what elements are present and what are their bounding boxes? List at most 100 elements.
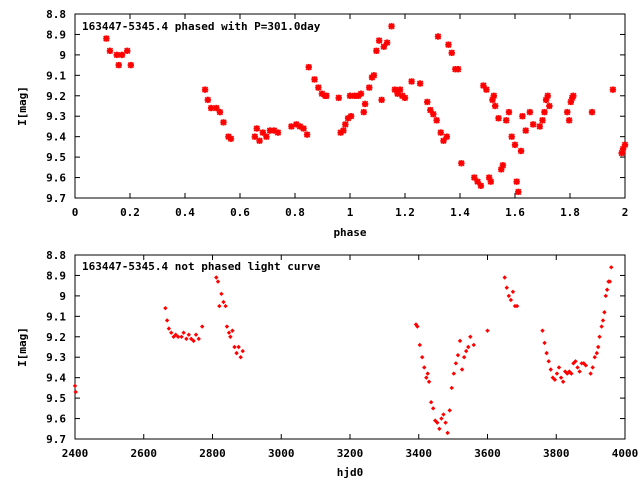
unphased-y-ticks: 8.8 8.9 9 9.1 9.2 9.3 9.4 9.5 9.6 9.7 (46, 249, 625, 446)
phased-plot-title: 163447-5345.4 phased with P=301.0day (82, 20, 321, 33)
phased-data-points (103, 23, 629, 196)
data-point (274, 129, 282, 136)
data-point (323, 92, 330, 99)
data-point (434, 33, 442, 40)
data-point (515, 188, 522, 196)
unphased-y-tick-label: 9.2 (46, 331, 66, 344)
data-point (396, 86, 404, 93)
data-point (347, 113, 355, 120)
data-point (223, 303, 228, 309)
data-point (305, 63, 312, 71)
data-point (106, 47, 114, 54)
unphased-x-tick-label: 2600 (131, 447, 158, 460)
data-point (569, 371, 574, 376)
data-point (443, 133, 450, 140)
data-point (196, 336, 201, 342)
data-point (502, 275, 507, 280)
phased-x-tick-label: 1.2 (395, 206, 415, 219)
data-point (603, 293, 608, 299)
data-point (546, 102, 553, 110)
data-point (511, 141, 519, 149)
data-point (408, 78, 415, 85)
data-point (378, 96, 385, 104)
data-point (234, 350, 239, 356)
data-point (517, 147, 525, 155)
unphased-x-tick-label: 3600 (474, 447, 501, 460)
data-point (471, 342, 476, 348)
unphased-x-tick-label: 2800 (199, 447, 226, 460)
phased-y-tick-label: 8.9 (46, 28, 66, 41)
data-point (466, 344, 471, 350)
phased-x-tick-label: 1 (347, 206, 354, 219)
data-point (214, 275, 219, 280)
phased-y-axis-label: I[mag] (16, 86, 29, 126)
data-point (621, 141, 629, 149)
data-point (588, 108, 596, 116)
data-point (422, 365, 427, 370)
data-point (503, 117, 510, 124)
data-point (542, 96, 550, 104)
data-point (519, 113, 526, 120)
data-point (539, 117, 546, 124)
data-point (437, 426, 442, 431)
data-point (251, 133, 259, 140)
data-point (600, 318, 606, 323)
data-point (193, 332, 199, 337)
data-point (546, 359, 551, 364)
data-point (594, 350, 600, 356)
data-point (217, 303, 222, 309)
data-point (163, 305, 168, 311)
data-point (577, 369, 582, 374)
data-point (115, 61, 122, 69)
phased-x-tick-label: 1.4 (450, 206, 470, 219)
unphased-y-tick-label: 9.4 (46, 372, 66, 385)
data-point (504, 285, 509, 290)
phased-y-ticks: 8.8 8.9 9 9.1 9.2 9.3 9.4 9.5 9.6 9.7 (46, 8, 625, 205)
data-point (164, 318, 170, 323)
phased-y-tick-label: 9.3 (46, 110, 66, 123)
data-point (383, 39, 391, 46)
phased-x-tick-label: 0.8 (285, 206, 305, 219)
data-point (417, 342, 422, 348)
data-point (127, 61, 135, 69)
data-point (370, 72, 378, 79)
data-point (454, 66, 462, 73)
phased-x-tick-label: 0.6 (230, 206, 250, 219)
phased-y-tick-label: 9.7 (46, 192, 66, 205)
data-point (227, 135, 235, 142)
data-point (449, 385, 454, 391)
phased-y-tick-label: 9.1 (46, 69, 66, 82)
data-point (487, 178, 494, 185)
phased-y-tick-label: 9.5 (46, 151, 66, 164)
phased-x-tick-label: 0.4 (175, 206, 195, 219)
phased-x-tick-label: 2 (622, 206, 629, 219)
data-point (458, 160, 465, 167)
data-point (609, 86, 617, 93)
data-point (437, 129, 444, 136)
data-point (508, 133, 515, 140)
data-point (360, 108, 367, 116)
data-point (228, 334, 233, 339)
phased-x-tick-label: 0 (72, 206, 79, 219)
data-point (238, 355, 243, 360)
data-point (191, 338, 196, 344)
data-point (451, 371, 457, 376)
data-point (401, 94, 409, 102)
data-point (499, 162, 507, 169)
phased-y-tick-label: 9 (59, 49, 66, 62)
data-point (592, 355, 597, 360)
data-point (461, 355, 467, 360)
data-point (564, 108, 571, 116)
data-point (609, 265, 614, 270)
data-point (426, 379, 432, 384)
data-point (529, 121, 537, 128)
data-point (554, 371, 560, 376)
data-point (619, 145, 627, 153)
unphased-y-axis-label: I[mag] (16, 327, 29, 367)
data-point (483, 86, 490, 93)
data-point (199, 324, 205, 329)
data-point (232, 344, 237, 350)
data-point (188, 336, 194, 342)
data-point (263, 133, 270, 140)
